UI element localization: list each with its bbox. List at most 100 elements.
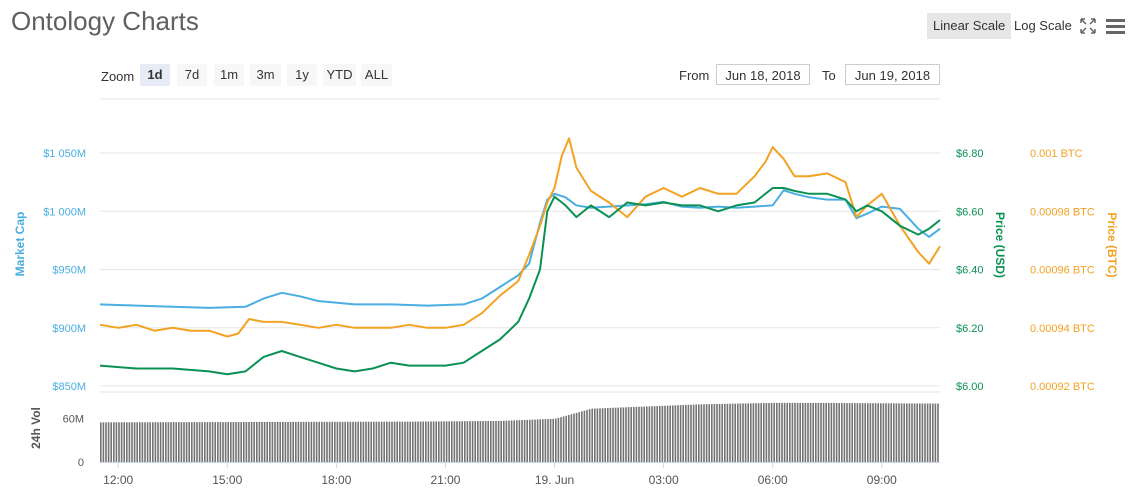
volume-bar (253, 421, 255, 462)
zoom-1m-button[interactable]: 1m (214, 64, 244, 86)
zoom-all-button[interactable]: ALL (361, 64, 392, 86)
volume-bar (859, 403, 861, 462)
volume-bar (692, 404, 695, 462)
volume-bar (227, 422, 229, 462)
volume-bar (713, 404, 716, 462)
volume-bar (118, 422, 120, 462)
volume-bar (724, 403, 726, 462)
menu-icon[interactable] (1106, 17, 1125, 35)
axis-titles: Market Cap 24h Vol Price (USD) Price (BTC) (13, 212, 1119, 449)
zoom-1y-button[interactable]: 1y (287, 64, 317, 86)
volume-bar (882, 403, 885, 462)
volume-bar (924, 403, 926, 462)
from-date-input[interactable]: Jun 18, 2018 (716, 64, 810, 85)
zoom-label: Zoom (101, 69, 135, 84)
zoom-3m-button[interactable]: 3m (250, 64, 281, 86)
volume-bar (768, 402, 770, 462)
volume-bar (458, 421, 461, 462)
volume-bar (492, 420, 495, 462)
volume-bar (245, 422, 248, 462)
volume-bar (334, 421, 336, 462)
volume-bar (549, 418, 552, 462)
volume-bar (880, 403, 882, 462)
volume-bar (180, 422, 183, 462)
zoom-ytd-button[interactable]: YTD (323, 64, 356, 86)
volume-bar (864, 403, 866, 462)
volume-bar (167, 422, 170, 462)
log-scale-button[interactable]: Log Scale (1014, 18, 1072, 33)
volume-axis-title: 24h Vol (29, 407, 43, 449)
volume-bar (529, 419, 531, 462)
fullscreen-icon[interactable] (1080, 18, 1096, 34)
linear-scale-button[interactable]: Linear Scale (927, 13, 1012, 39)
volume-bar (383, 421, 385, 462)
volume-bar (419, 421, 422, 462)
volume-bar (646, 406, 648, 462)
volume-bar (443, 421, 445, 462)
volume-bar (214, 422, 216, 462)
volume-bar (209, 422, 211, 462)
volume-bar (874, 403, 877, 462)
volume-bar (770, 402, 773, 462)
volume-bar (581, 411, 583, 462)
volume-bar (802, 402, 804, 462)
volume-bar (630, 407, 632, 462)
volume-bar (926, 403, 929, 462)
volume-bar (401, 421, 404, 462)
volume-bar (276, 421, 279, 462)
volume-bar (786, 402, 788, 462)
volume-bar (258, 421, 261, 462)
volume-bar (838, 403, 840, 462)
volume-bars (100, 402, 939, 462)
volume-bar (760, 403, 762, 462)
volume-bar (482, 421, 484, 462)
volume-bar (183, 422, 185, 462)
volume-bar (261, 421, 263, 462)
volume-bar (656, 406, 658, 462)
volume-bar (141, 422, 144, 462)
volume-bar (139, 422, 141, 462)
volume-bar (851, 403, 853, 462)
market-cap-tick-label: $1 050M (43, 148, 86, 160)
volume-bar (856, 403, 859, 462)
volume-bar (557, 417, 560, 462)
volume-bar (895, 403, 898, 462)
market-cap-tick-label: $850M (52, 381, 86, 393)
volume-bar (347, 421, 349, 462)
volume-bar (469, 421, 471, 462)
volume-bar (341, 421, 344, 462)
zoom-1d-button[interactable]: 1d (140, 64, 170, 86)
volume-bar (620, 407, 622, 462)
volume-bar (440, 421, 443, 462)
volume-bar (721, 403, 723, 462)
volume-bar (500, 420, 502, 462)
volume-bar (708, 404, 710, 462)
volume-bar (349, 421, 352, 462)
volume-bar (126, 422, 128, 462)
volume-bar (903, 403, 905, 462)
volume-bar (562, 416, 565, 462)
volume-bar (843, 403, 846, 462)
volume-bar (586, 409, 588, 462)
volume-bar (508, 420, 510, 462)
volume-bar (640, 406, 643, 462)
volume-bar (297, 421, 300, 462)
volume-bar (178, 422, 180, 462)
to-date-input[interactable]: Jun 19, 2018 (845, 64, 940, 85)
usd-tick-label: $6.40 (956, 265, 984, 277)
zoom-7d-button[interactable]: 7d (177, 64, 207, 86)
volume-bar (344, 421, 346, 462)
market-cap-tick-label: $950M (52, 265, 86, 277)
volume-bar (464, 421, 466, 462)
volume-bar (414, 421, 417, 462)
volume-bar (292, 421, 294, 462)
volume-bar (672, 405, 674, 462)
volume-bar (921, 403, 924, 462)
volume-bar (560, 417, 562, 462)
volume-bar (243, 422, 245, 462)
volume-bar (583, 410, 586, 462)
volume-bar (614, 407, 617, 462)
volume-bar (622, 407, 625, 462)
volume-bar (815, 402, 817, 462)
volume-bar (809, 402, 812, 462)
